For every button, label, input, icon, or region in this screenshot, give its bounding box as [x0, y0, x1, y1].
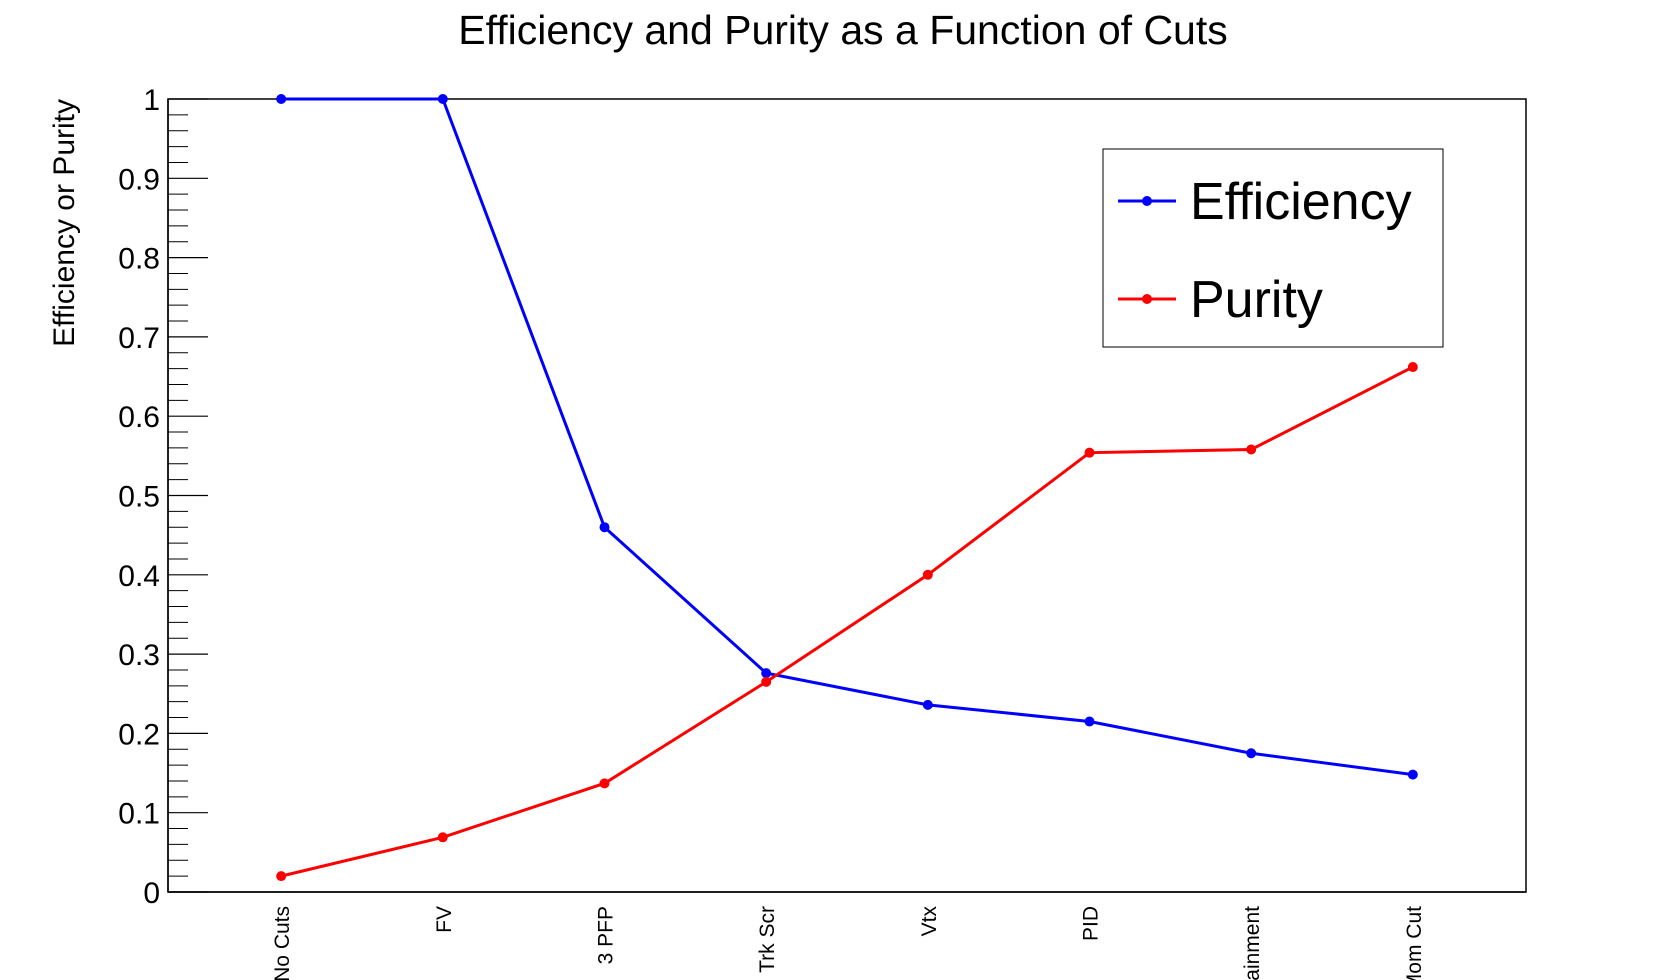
- y-tick-label: 0.9: [118, 163, 160, 196]
- data-point-efficiency: [599, 522, 610, 533]
- data-point-efficiency: [1246, 748, 1257, 759]
- data-point-purity: [437, 832, 448, 843]
- data-point-purity: [761, 676, 772, 687]
- legend: Efficiency Purity: [1102, 148, 1444, 348]
- data-point-purity: [1084, 447, 1095, 458]
- legend-marker-purity: [1142, 294, 1152, 304]
- y-tick-label: 0.7: [118, 322, 160, 355]
- x-tick-label: Vtx: [918, 906, 941, 937]
- series-layer: [276, 94, 1418, 882]
- y-tick-label: 0.5: [118, 481, 160, 514]
- x-tick-label: FV: [433, 906, 456, 933]
- series-line-efficiency: [281, 97, 1414, 777]
- legend-label-purity: Purity: [1190, 271, 1323, 329]
- x-tick-label: No Cuts: [271, 906, 294, 980]
- data-point-purity: [1246, 444, 1257, 455]
- data-point-efficiency: [922, 699, 933, 710]
- y-tick-label: 0.3: [118, 639, 160, 672]
- data-point-purity: [276, 871, 287, 882]
- y-axis-ticks: 0 0.1 0.2 0.3 0.4 0.5 0.6 0.7 0.8 0.9 1: [118, 84, 208, 910]
- data-point-purity: [922, 569, 933, 580]
- data-point-efficiency: [437, 94, 448, 104]
- chart-title: Efficiency and Purity as a Function of C…: [458, 7, 1228, 53]
- data-point-purity: [1407, 362, 1418, 373]
- y-axis-label: Efficiency or Purity: [48, 99, 81, 347]
- legend-label-efficiency: Efficiency: [1190, 173, 1412, 231]
- data-point-efficiency: [1407, 769, 1418, 780]
- x-tick-label: PID: [1080, 906, 1103, 941]
- x-tick-label: Trk Scr: [756, 906, 779, 973]
- legend-box: [1102, 148, 1444, 348]
- data-point-purity: [599, 778, 610, 789]
- y-tick-label: 0.4: [118, 560, 160, 593]
- y-tick-label: 1: [143, 84, 160, 117]
- x-axis-ticks: No Cuts FV 3 PFP Trk Scr Vtx PID Containment Mo…: [168, 891, 1526, 980]
- legend-marker-efficiency: [1142, 196, 1152, 206]
- y-tick-label: 0.8: [118, 243, 160, 276]
- data-point-efficiency: [1084, 716, 1095, 727]
- x-tick-label: Mom Cut: [1403, 906, 1426, 980]
- data-point-efficiency: [761, 668, 772, 679]
- y-tick-label: 0: [143, 877, 160, 910]
- x-tick-label: Containment: [1241, 906, 1264, 980]
- x-tick-label: 3 PFP: [595, 906, 618, 964]
- data-point-efficiency: [276, 94, 287, 104]
- y-tick-label: 0.2: [118, 718, 160, 751]
- y-tick-label: 0.1: [118, 798, 160, 831]
- series-line-purity: [280, 365, 1414, 878]
- y-tick-label: 0.6: [118, 401, 160, 434]
